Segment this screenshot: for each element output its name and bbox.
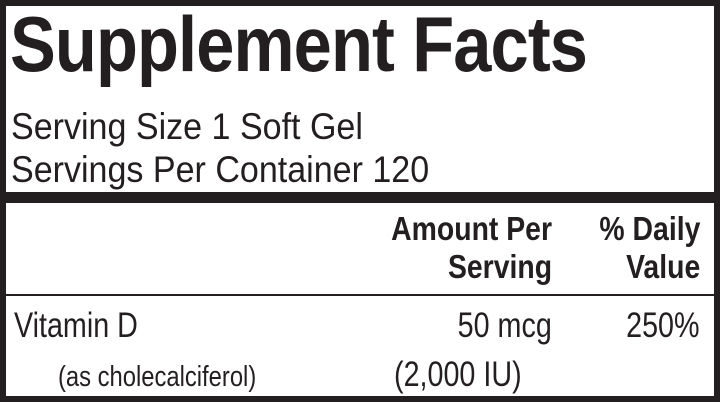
- dv-header-line2: Value: [625, 248, 700, 285]
- label-title: Supplement Facts: [10, 0, 588, 88]
- nutrient-amount-alt: (2,000 IU): [394, 355, 522, 394]
- nutrient-source: (as cholecalciferol): [58, 361, 257, 393]
- nutrient-daily-value: 250%: [626, 306, 700, 345]
- thin-divider: [0, 294, 720, 296]
- serving-size: Serving Size 1 Soft Gel: [11, 106, 363, 147]
- nutrient-name: Vitamin D: [14, 306, 138, 345]
- servings-per-container: Servings Per Container 120: [11, 149, 430, 190]
- amount-header-line1: Amount Per: [391, 210, 552, 247]
- nutrient-amount: 50 mcg: [457, 306, 552, 345]
- dv-header-line1: % Daily: [599, 210, 700, 247]
- thick-divider: [0, 192, 720, 203]
- amount-header-line2: Serving: [447, 248, 552, 285]
